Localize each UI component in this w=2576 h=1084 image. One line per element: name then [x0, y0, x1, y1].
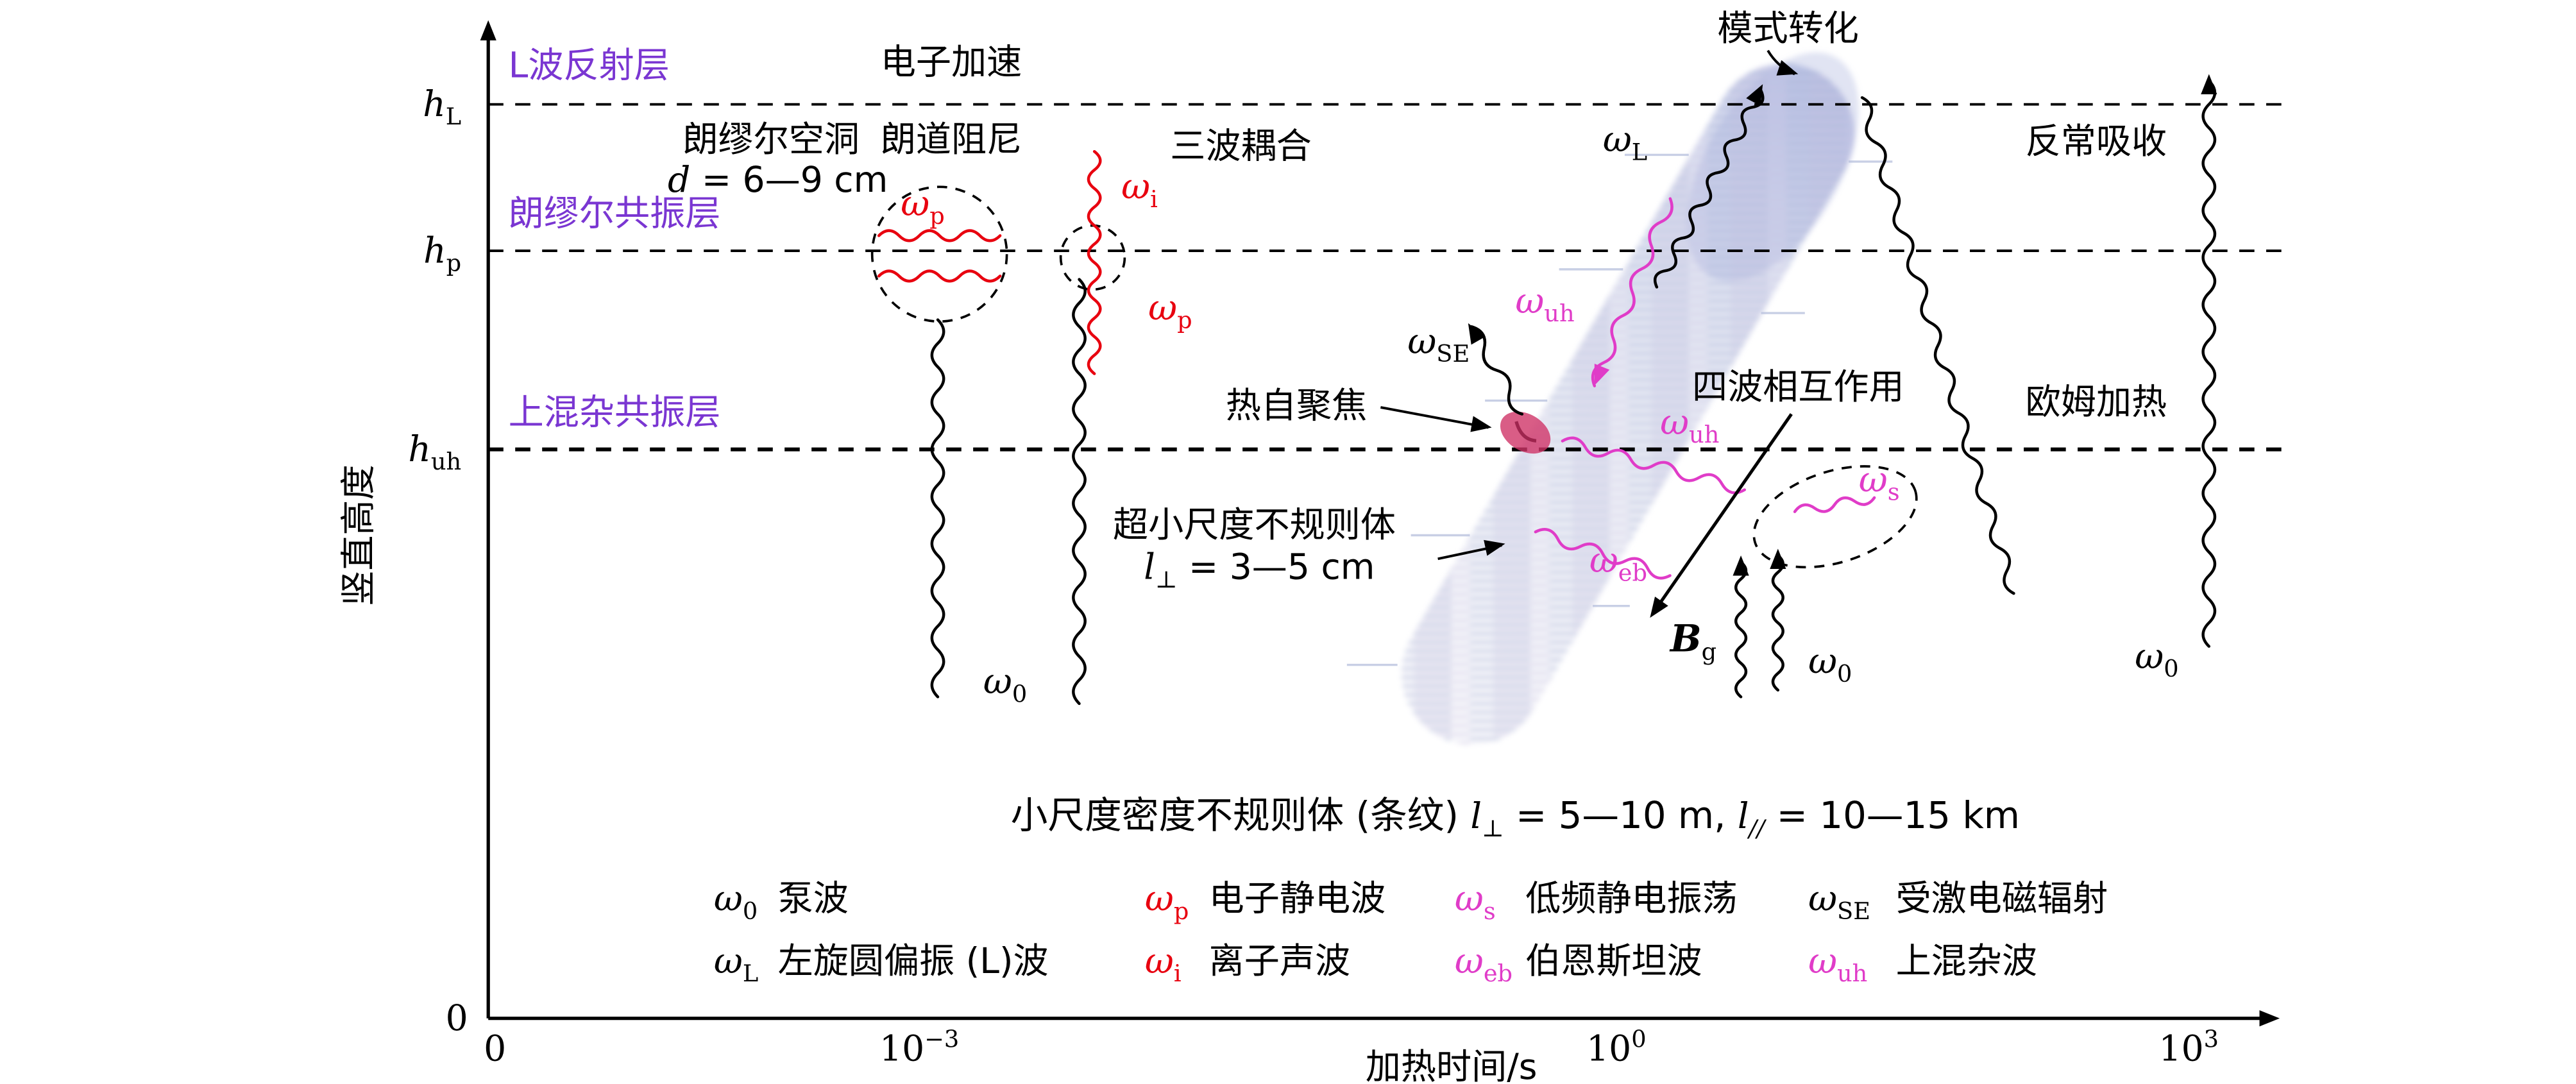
striated-irregularity-blob — [1402, 52, 1859, 745]
ion-acoustic-wave — [1089, 151, 1100, 373]
legend-sym-omegas: ωs — [1455, 878, 1496, 925]
thermal-arrowhead — [1470, 416, 1493, 436]
mode-conversion-label: 模式转化 — [1717, 8, 1858, 49]
legend-sym-omegai: ωi — [1145, 940, 1182, 987]
right-wave-arrowhead — [2201, 74, 2217, 94]
legend-sym-omegaL: ωL — [714, 940, 758, 987]
h-p-tick: hp — [423, 230, 461, 276]
layer-label-langmuir-resonance: 朗缪尔共振层 — [509, 193, 721, 234]
omega-L-label: ωL — [1603, 119, 1647, 165]
h-uh-tick: huh — [408, 428, 461, 475]
legend-label-ion-acoustic: 离子声波 — [1209, 940, 1350, 981]
ellipse-wave-arrowhead-1 — [1770, 548, 1786, 569]
pump-wave-into-ellipse-2 — [1736, 562, 1746, 697]
legend-label-bernstein: 伯恩斯坦波 — [1525, 940, 1702, 981]
legend-sym-omegaeb: ωeb — [1455, 940, 1513, 987]
layer-label-l-reflection: L波反射层 — [509, 45, 670, 86]
pump-wave-right — [2203, 81, 2215, 647]
thermal-self-focusing-arrow — [1380, 406, 1489, 429]
langmuir-cavity-circle — [870, 185, 1008, 323]
legend-label-electron-electrostatic: 电子静电波 — [1209, 878, 1386, 919]
x-tick-1e3: 103 — [2159, 1025, 2219, 1069]
ohmic-heating-label: 欧姆加热 — [2026, 382, 2167, 423]
omega-p-cavity-label: ωp — [901, 183, 944, 230]
thermal-self-focusing-spot — [1500, 411, 1551, 454]
three-wave-coupling-label: 三波耦合 — [1170, 126, 1311, 167]
h-L-tick: hL — [423, 83, 461, 130]
omega-i-label: ωi — [1121, 166, 1158, 213]
cavity-electrostatic-wave-1 — [879, 231, 1000, 241]
cavity-electrostatic-wave-2 — [879, 271, 1000, 282]
thermal-self-focusing-label: 热自聚焦 — [1226, 385, 1367, 426]
legend-label-l-polarized: 左旋圆偏振 (L)波 — [778, 940, 1049, 981]
y-axis-title: 竖直高度 — [337, 464, 378, 606]
x-tick-1e0: 100 — [1586, 1025, 1647, 1069]
legend-label-pump-wave: 泵波 — [778, 878, 849, 919]
omega-uh-lower-label: ωuh — [1660, 402, 1719, 448]
legend-label-stimulated-em: 受激电磁辐射 — [1896, 878, 2108, 919]
legend-sym-omegap: ωp — [1145, 878, 1189, 925]
legend-sym-omegauh: ωuh — [1808, 940, 1867, 987]
legend-label-upper-hybrid: 上混杂波 — [1896, 940, 2037, 981]
omega-s-label: ωs — [1859, 459, 1900, 505]
four-wave-interaction-label: 四波相互作用 — [1692, 366, 1904, 407]
ellipse-wave-arrowhead-2 — [1733, 555, 1749, 576]
anomalous-absorption-wave — [1856, 96, 2019, 595]
anomalous-absorption-label: 反常吸收 — [2026, 121, 2167, 162]
geomagnetic-field-label: Bg — [1669, 617, 1716, 666]
legend-sym-omega0: ω0 — [714, 878, 758, 925]
x-axis-title: 加热时间/s — [1366, 1046, 1538, 1084]
pump-wave-left-1 — [932, 320, 944, 697]
legend-label-low-freq-oscillation: 低频静电振荡 — [1525, 878, 1738, 919]
pump-wave-into-ellipse-1 — [1773, 555, 1783, 690]
x-axis-arrowhead — [2259, 1010, 2280, 1027]
ultra-small-irregularity-label: 超小尺度不规则体 — [1113, 504, 1396, 545]
y-axis-arrowhead — [480, 20, 496, 40]
x-origin-label: 0 — [484, 1028, 506, 1069]
omega-0-left-label: ω0 — [983, 661, 1027, 707]
electron-acceleration-label: 电子加速 — [881, 41, 1022, 82]
pump-wave-left-2 — [1073, 280, 1085, 704]
omega-uh-upper-label: ωuh — [1515, 280, 1574, 327]
ultra-small-size-label: l⊥ = 3—5 cm — [1144, 546, 1375, 593]
omega-0-mid-label: ω0 — [1808, 641, 1852, 688]
cavity-size-label: d = 6—9 cm — [668, 159, 888, 200]
omega-0-right-label: ω0 — [2135, 636, 2178, 682]
x-tick-1e-3: 10−3 — [879, 1025, 959, 1069]
omega-eb-label: ωeb — [1589, 539, 1647, 586]
bg-arrowhead — [1643, 597, 1668, 623]
striation-caption: 小尺度密度不规则体 (条纹) l⊥ = 5—10 m, l// = 10—15 … — [1011, 793, 2020, 842]
legend-sym-omegaSE: ωSE — [1808, 878, 1870, 925]
four-wave-interaction-ellipse — [1752, 465, 1918, 569]
y-origin-label: 0 — [446, 997, 468, 1038]
legend: ω0 泵波 ωp 电子静电波 ωs 低频静电振荡 ωSE 受激电磁辐射 ωL 左… — [714, 878, 2108, 987]
omega-p-lower-label: ωp — [1148, 287, 1192, 334]
omega-SE-label: ωSE — [1407, 321, 1470, 368]
langmuir-cavity-label: 朗缪尔空洞 — [682, 119, 860, 160]
three-wave-coupling-circle — [1059, 224, 1126, 291]
blob-feather-striations — [1346, 153, 1893, 666]
layer-label-upper-hybrid-resonance: 上混杂共振层 — [509, 391, 721, 432]
geomagnetic-field-arrow — [1652, 413, 1793, 614]
landau-damping-label: 朗道阻尼 — [881, 119, 1022, 160]
